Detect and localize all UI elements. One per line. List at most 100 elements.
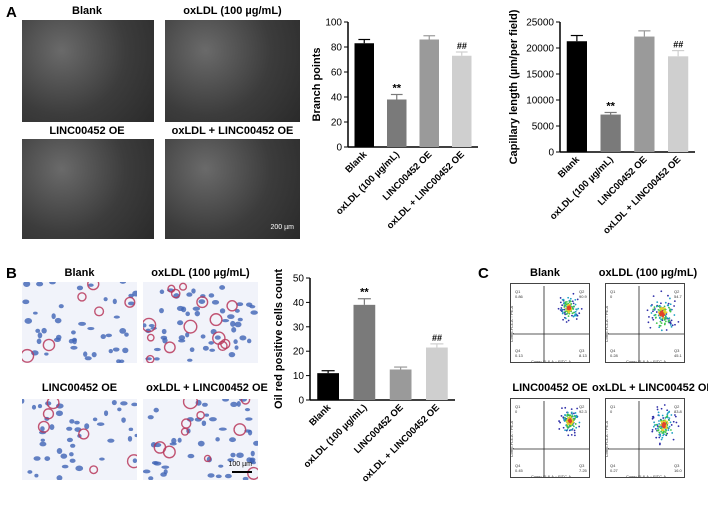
- stain-image-blank: [22, 282, 137, 363]
- cell-nucleus: [24, 318, 33, 324]
- quadrant-q3-name: Q3: [579, 463, 585, 468]
- stain-image-combo: 100 µm: [143, 399, 258, 480]
- cell-nucleus: [222, 399, 229, 402]
- event-dot: [663, 313, 665, 316]
- cell-nucleus: [131, 402, 137, 407]
- event-dot: [647, 321, 650, 324]
- event-dot: [672, 420, 675, 423]
- event-dot: [667, 304, 670, 307]
- cell-nucleus: [54, 317, 62, 324]
- lipid-droplet: [37, 420, 50, 433]
- cell-nucleus: [227, 314, 235, 320]
- lipid-droplet: [87, 282, 100, 291]
- quadrant-q1-value: 0: [610, 294, 613, 299]
- y-tick-label: 0: [298, 396, 304, 407]
- quadrant-q2-value: 54.7: [674, 294, 683, 299]
- cell-nucleus: [194, 310, 201, 317]
- cell-nucleus: [74, 420, 80, 425]
- event-dot: [673, 305, 675, 307]
- event-dot: [657, 308, 660, 311]
- event-dot: [665, 329, 668, 331]
- event-dot: [574, 423, 577, 425]
- chart-branch-points: 0 20 40 60 80 100 Branch points Blank ** oxLDL (1…: [308, 0, 488, 245]
- cell-nucleus: [44, 352, 49, 356]
- cell-nucleus: [34, 473, 39, 478]
- event-dot: [661, 432, 664, 434]
- event-dot: [658, 317, 661, 320]
- event-dot: [576, 298, 579, 301]
- cell-nucleus: [49, 282, 56, 285]
- significance-label: ##: [457, 41, 467, 51]
- event-dot: [655, 423, 658, 426]
- cell-nucleus: [33, 311, 38, 315]
- event-dot: [565, 419, 567, 422]
- event-dot: [562, 318, 564, 321]
- cell-nucleus: [148, 324, 155, 328]
- lipid-droplet: [126, 454, 137, 469]
- cell-nucleus: [236, 452, 244, 459]
- event-dot: [560, 308, 563, 311]
- cell-nucleus: [128, 427, 134, 432]
- event-dot: [670, 319, 673, 322]
- cell-nucleus: [234, 345, 239, 350]
- cell-nucleus: [178, 335, 186, 341]
- cell-nucleus: [218, 464, 224, 468]
- event-dot: [561, 298, 564, 301]
- lipid-droplet: [183, 319, 198, 334]
- cell-nucleus: [75, 465, 84, 472]
- event-dot: [659, 427, 662, 430]
- event-dot: [668, 417, 671, 419]
- event-dot: [564, 406, 567, 409]
- flow-x-label: Comp-FL8-A :: FITC-A: [626, 359, 666, 363]
- y-axis-label: Branch points: [311, 48, 323, 122]
- cell-nucleus: [186, 292, 193, 297]
- lipid-droplet: [42, 408, 55, 420]
- cell-nucleus: [37, 332, 43, 339]
- cell-nucleus: [176, 305, 185, 312]
- cell-nucleus: [143, 469, 151, 474]
- quadrant-q1-name: Q1: [610, 404, 616, 409]
- event-dot: [660, 290, 663, 293]
- flow-y-label: Comp-FL4-A :: PE-A: [511, 305, 514, 342]
- cell-nucleus: [198, 299, 206, 304]
- bar: [354, 43, 374, 147]
- cell-nucleus: [192, 306, 201, 311]
- event-dot: [664, 419, 667, 422]
- event-dot: [575, 308, 578, 311]
- event-dot: [570, 411, 573, 414]
- cell-nucleus: [153, 347, 161, 352]
- event-dot: [562, 426, 565, 429]
- cell-nucleus: [171, 437, 177, 444]
- lipid-droplet: [247, 466, 258, 480]
- event-dot: [655, 316, 657, 319]
- event-dot: [669, 308, 671, 311]
- chart-oil-red: 0 10 20 30 40 50 Oil red positive cells count B…: [268, 260, 468, 500]
- event-dot: [569, 429, 572, 431]
- event-dot: [670, 325, 673, 328]
- quadrant-q2-value: 83.8: [674, 409, 683, 414]
- event-dot: [658, 431, 661, 434]
- cell-nucleus: [187, 358, 193, 362]
- event-dot: [674, 415, 677, 418]
- cell-nucleus: [219, 285, 226, 290]
- event-dot: [658, 414, 660, 417]
- y-axis-label: Capillary length (µm/per field): [508, 9, 520, 164]
- event-dot: [666, 409, 669, 412]
- cell-nucleus: [250, 450, 255, 457]
- event-dot: [662, 423, 665, 426]
- lipid-droplet: [178, 282, 188, 291]
- lipid-droplet: [78, 428, 90, 440]
- flow-plot-combo: Q1 0 Q2 83.8 Q4 0.27 Q3 16.0 Comp-FL8-A :: FITC-…: [605, 398, 685, 478]
- event-dot: [569, 300, 572, 303]
- cell-nucleus: [191, 288, 196, 294]
- event-dot: [661, 310, 664, 313]
- flow-x-label: Comp-FL8-A :: FITC-A: [626, 474, 666, 478]
- cell-nucleus: [127, 435, 133, 442]
- lipid-droplet: [233, 423, 247, 437]
- event-dot: [656, 429, 659, 432]
- event-dot: [567, 419, 570, 422]
- event-dot: [663, 404, 666, 406]
- cell-nucleus: [143, 323, 147, 328]
- event-dot: [673, 314, 676, 316]
- event-dot: [564, 429, 567, 432]
